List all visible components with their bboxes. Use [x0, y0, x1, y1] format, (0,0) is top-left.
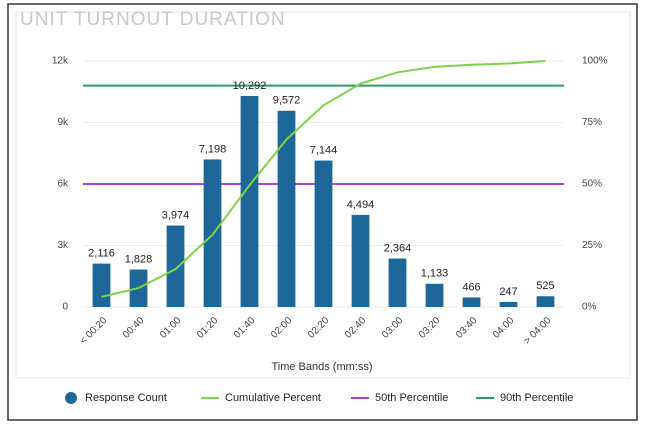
value-label: 466 — [462, 281, 480, 293]
bar — [240, 96, 259, 307]
y2-tick-label: 25% — [582, 240, 602, 251]
value-label: 9,572 — [273, 95, 301, 107]
value-label: 2,116 — [88, 248, 115, 260]
y2-tick-label: 100% — [582, 56, 608, 67]
value-label: 4,494 — [347, 199, 375, 211]
y-tick-label: 0 — [62, 302, 68, 313]
y-tick-label: 3k — [57, 240, 69, 251]
cumulative-line — [101, 60, 546, 298]
y2-tick-label: 75% — [582, 117, 602, 128]
y2-tick-label: 0% — [582, 302, 597, 313]
value-label: 1,828 — [125, 253, 153, 265]
bar — [462, 297, 481, 307]
bar — [92, 263, 111, 307]
y-tick-label: 6k — [57, 179, 69, 190]
bar — [499, 301, 518, 307]
y2-tick-label: 50% — [582, 179, 602, 190]
legend-label: Cumulative Percent — [225, 392, 321, 404]
legend-marker — [65, 392, 77, 404]
bar — [277, 110, 296, 307]
y-tick-label: 9k — [57, 117, 69, 128]
value-label: 3,974 — [162, 209, 190, 221]
bar — [351, 214, 370, 307]
value-label: 525 — [536, 280, 554, 292]
bar — [166, 225, 185, 307]
legend-label: 50th Percentile — [375, 392, 448, 404]
bar — [314, 160, 333, 307]
value-label: 7,144 — [310, 144, 338, 156]
value-label: 247 — [499, 286, 517, 298]
value-label: 7,198 — [199, 143, 227, 155]
chart-title: UNIT TURNOUT DURATION — [20, 9, 286, 30]
legend-label: 90th Percentile — [500, 392, 573, 404]
value-label: 10,292 — [233, 80, 267, 92]
x-axis-label: Time Bands (mm:ss) — [271, 361, 372, 373]
bar — [536, 296, 555, 307]
value-label: 2,364 — [384, 242, 412, 254]
legend-label: Response Count — [85, 392, 167, 404]
bar — [388, 258, 407, 307]
value-label: 1,133 — [421, 268, 449, 280]
card — [15, 11, 631, 379]
bar — [425, 283, 444, 307]
y-tick-label: 12k — [52, 56, 69, 67]
